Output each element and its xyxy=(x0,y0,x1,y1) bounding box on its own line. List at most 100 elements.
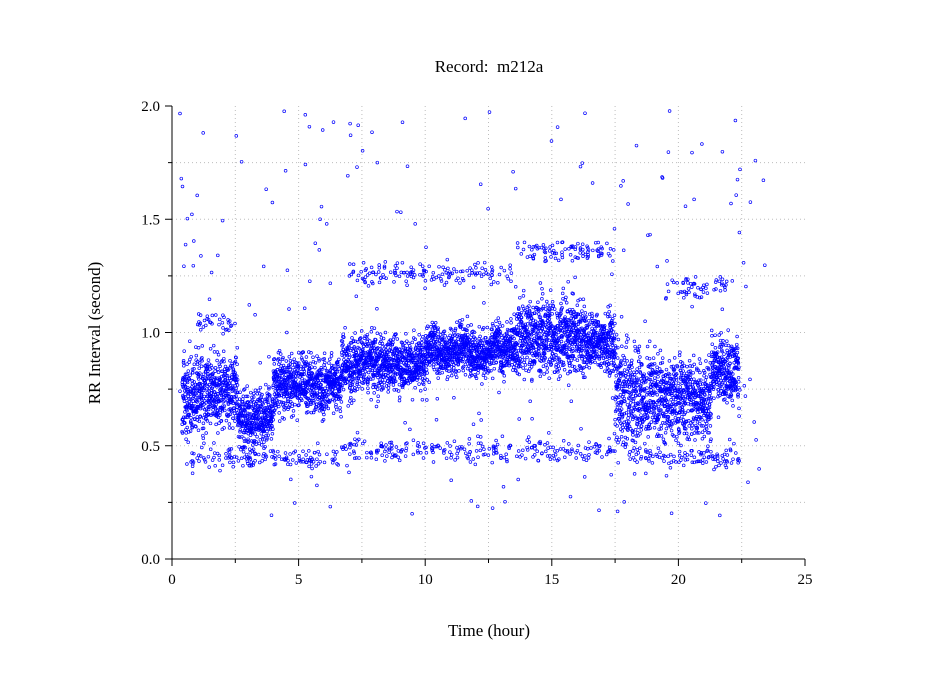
data-point xyxy=(339,400,344,404)
data-point xyxy=(322,357,327,361)
data-point xyxy=(187,397,192,401)
data-point xyxy=(540,292,545,296)
data-point xyxy=(639,413,643,417)
data-point xyxy=(234,355,238,360)
data-point xyxy=(300,372,305,377)
data-point xyxy=(480,382,484,386)
data-point xyxy=(272,362,277,366)
data-point xyxy=(219,392,223,396)
data-point xyxy=(227,426,232,430)
data-point xyxy=(664,367,669,372)
data-point xyxy=(287,405,291,409)
data-point xyxy=(212,399,216,404)
data-point xyxy=(633,344,637,349)
data-point xyxy=(235,377,240,382)
data-point xyxy=(198,414,203,419)
data-point xyxy=(238,404,243,408)
data-point xyxy=(656,375,660,379)
data-point xyxy=(180,431,185,435)
data-point xyxy=(187,412,191,417)
data-point xyxy=(520,355,524,359)
data-point xyxy=(189,401,193,406)
data-point xyxy=(185,380,190,385)
data-point xyxy=(620,344,624,349)
data-point xyxy=(469,323,473,327)
data-point xyxy=(206,372,210,376)
data-point xyxy=(253,388,258,393)
data-point xyxy=(619,435,624,439)
data-point xyxy=(280,374,285,378)
data-point xyxy=(328,357,332,362)
data-point xyxy=(222,399,226,403)
data-point xyxy=(329,354,334,358)
data-point xyxy=(245,394,250,399)
data-point xyxy=(235,383,240,387)
data-point xyxy=(632,339,637,344)
data-point xyxy=(262,440,266,444)
data-point xyxy=(581,371,585,376)
data-point xyxy=(306,410,310,414)
data-point xyxy=(327,361,331,365)
data-point xyxy=(303,364,308,368)
data-point xyxy=(511,365,516,369)
data-point xyxy=(386,390,390,394)
data-point xyxy=(315,354,319,358)
data-point xyxy=(322,407,327,411)
data-point xyxy=(638,355,642,359)
data-point xyxy=(338,409,343,413)
data-point xyxy=(460,317,465,322)
data-point xyxy=(182,349,186,353)
data-point xyxy=(305,363,310,368)
data-point xyxy=(308,361,312,366)
data-point xyxy=(235,362,239,367)
data-point xyxy=(628,401,633,405)
data-point xyxy=(324,405,329,409)
data-point xyxy=(275,372,280,377)
data-point xyxy=(306,404,310,408)
data-point xyxy=(185,425,189,430)
data-point xyxy=(260,437,265,441)
data-point xyxy=(286,399,291,404)
data-point xyxy=(559,339,564,344)
data-point xyxy=(425,371,429,375)
data-point xyxy=(433,321,438,325)
data-point xyxy=(300,376,304,381)
data-point xyxy=(521,288,526,293)
data-point xyxy=(221,349,226,354)
data-point xyxy=(593,360,597,365)
data-point xyxy=(545,370,549,374)
data-point xyxy=(337,357,341,362)
data-point xyxy=(201,426,206,430)
data-point xyxy=(521,366,525,370)
data-point xyxy=(543,307,548,311)
data-point xyxy=(284,359,289,363)
data-point xyxy=(283,401,288,406)
data-point xyxy=(287,378,292,383)
data-point xyxy=(222,359,226,364)
data-point xyxy=(558,374,562,378)
data-point xyxy=(626,413,631,417)
data-point xyxy=(238,435,242,439)
data-point xyxy=(643,441,647,446)
data-point xyxy=(252,391,256,396)
data-point xyxy=(310,365,314,369)
data-point xyxy=(372,391,376,395)
data-point xyxy=(304,355,309,359)
data-point xyxy=(544,363,548,367)
data-point xyxy=(265,436,269,441)
data-point xyxy=(375,331,380,336)
data-point xyxy=(369,330,374,334)
data-point xyxy=(194,425,198,429)
data-point xyxy=(557,366,562,371)
data-point xyxy=(647,339,652,344)
data-point xyxy=(397,395,402,400)
data-point xyxy=(309,401,313,405)
data-point xyxy=(649,420,654,424)
data-point xyxy=(376,394,380,398)
data-point xyxy=(183,392,187,396)
data-point xyxy=(259,443,264,447)
data-point xyxy=(221,404,225,408)
data-point xyxy=(309,351,313,355)
data-point xyxy=(212,350,217,354)
data-point xyxy=(630,358,634,363)
